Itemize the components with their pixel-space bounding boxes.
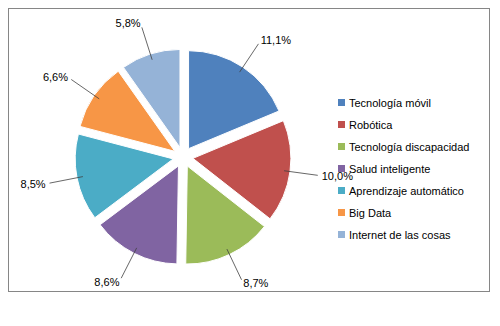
legend-swatch xyxy=(338,121,345,128)
pie-slice xyxy=(123,49,180,147)
data-label: 6,6% xyxy=(43,71,68,83)
legend-label: Internet de las cosas xyxy=(349,229,451,241)
leader-line xyxy=(284,171,318,176)
leader-line xyxy=(142,27,152,59)
leader-line xyxy=(121,248,136,278)
data-label: 8,5% xyxy=(21,178,46,190)
legend-swatch xyxy=(338,143,345,150)
leader-line xyxy=(227,249,242,280)
data-labels: 11,1%10,0%8,7%8,6%8,5%6,6%5,8% xyxy=(21,17,354,289)
leader-line xyxy=(50,177,83,184)
data-label: 8,6% xyxy=(94,276,119,288)
leader-line xyxy=(71,79,99,98)
data-label: 11,1% xyxy=(261,34,292,46)
legend-label: Big Data xyxy=(349,207,392,219)
data-label: 5,8% xyxy=(116,17,141,29)
chart-frame xyxy=(9,9,490,292)
chart-svg: 11,1%10,0%8,7%8,6%8,5%6,6%5,8%Tecnología… xyxy=(0,0,500,326)
legend-label: Robótica xyxy=(349,119,393,131)
legend-label: Tecnología discapacidad xyxy=(349,141,469,153)
legend: Tecnología móvil Robótica Tecnología disca… xyxy=(338,97,469,241)
legend-swatch xyxy=(338,231,345,238)
legend-swatch xyxy=(338,187,345,194)
legend-swatch xyxy=(338,209,345,216)
legend-swatch xyxy=(338,99,345,106)
chart-container: 11,1%10,0%8,7%8,6%8,5%6,6%5,8%Tecnología… xyxy=(0,0,500,326)
leader-line xyxy=(240,44,259,72)
legend-swatch xyxy=(338,165,345,172)
legend-label: Tecnología móvil xyxy=(349,97,431,109)
pie-group xyxy=(75,49,291,264)
pie-slice xyxy=(186,166,265,264)
legend-label: Aprendizaje automático xyxy=(349,185,464,197)
data-label: 8,7% xyxy=(243,277,268,289)
legend-label: Salud inteligente xyxy=(349,163,430,175)
